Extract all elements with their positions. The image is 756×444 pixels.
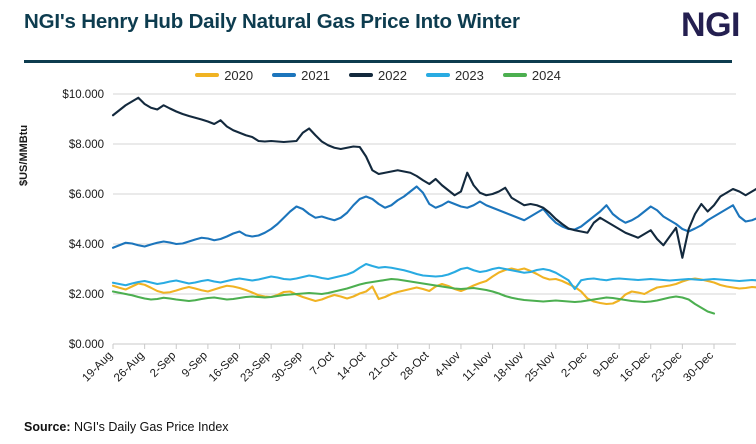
source-value: NGI's Daily Gas Price Index xyxy=(70,420,229,434)
legend-swatch-icon xyxy=(272,73,297,77)
x-tick-label: 30-Dec xyxy=(681,349,716,384)
x-tick-label: 2-Dec xyxy=(559,349,589,379)
x-tick-label: 4-Nov xyxy=(433,349,463,379)
y-tick-label: $10.000 xyxy=(62,89,104,101)
legend-item-2022[interactable]: 2022 xyxy=(349,68,407,83)
y-tick-label: $4.000 xyxy=(69,239,104,251)
x-tick-label: 30-Sep xyxy=(270,350,305,385)
x-tick-label: 2-Sep xyxy=(148,350,178,380)
x-tick-label: 25-Nov xyxy=(523,349,558,384)
legend-item-2024[interactable]: 2024 xyxy=(502,67,561,83)
legend-swatch-icon xyxy=(195,73,220,77)
x-tick-label: 23-Sep xyxy=(239,350,274,385)
source-note: Source: NGI's Daily Gas Price Index xyxy=(24,420,229,434)
series-line-2020 xyxy=(111,267,756,306)
x-tick-label: 16-Sep xyxy=(207,350,242,385)
page-header: NGI's Henry Hub Daily Natural Gas Price … xyxy=(0,0,756,63)
legend-swatch-icon xyxy=(502,73,527,77)
x-tick-label: 11-Nov xyxy=(461,349,495,383)
chart-legend: 2020 2021 2022 2023 2024 xyxy=(0,64,756,86)
y-tick-label: $0.000 xyxy=(69,339,104,351)
series-line-2024 xyxy=(111,277,716,315)
legend-label: 2024 xyxy=(531,67,561,83)
x-tick-label: 19-Aug xyxy=(80,350,115,385)
legend-item-2021[interactable]: 2021 xyxy=(272,68,330,83)
header-divider xyxy=(24,60,732,63)
legend-item-2020[interactable]: 2020 xyxy=(195,68,253,83)
x-tick-label: 7-Oct xyxy=(308,349,337,378)
page-title: NGI's Henry Hub Daily Natural Gas Price … xyxy=(24,10,520,33)
source-label: Source: xyxy=(24,420,71,434)
x-tick-label: 18-Nov xyxy=(492,349,527,384)
ngi-logo: NGI xyxy=(681,6,740,44)
x-tick-label: 21-Oct xyxy=(367,349,400,382)
legend-label: 2023 xyxy=(454,67,484,83)
y-tick-label: $6.000 xyxy=(69,189,104,201)
series-line-2023 xyxy=(111,262,756,291)
series-line-2021 xyxy=(111,185,756,249)
x-tick-label: 23-Dec xyxy=(650,349,685,384)
x-tick-label: 16-Dec xyxy=(618,349,653,384)
legend-label: 2021 xyxy=(301,67,331,83)
x-tick-label: 9-Dec xyxy=(591,349,621,379)
legend-swatch-icon xyxy=(349,73,374,77)
x-tick-label: 14-Oct xyxy=(335,349,368,382)
x-tick-label: 26-Aug xyxy=(112,350,147,385)
legend-label: 2020 xyxy=(224,67,254,83)
legend-swatch-icon xyxy=(425,73,450,77)
legend-label: 2022 xyxy=(378,67,407,83)
x-tick-label: 28-Oct xyxy=(399,349,432,382)
y-tick-label: $8.000 xyxy=(69,139,104,151)
y-axis-title: $US/MMBtu xyxy=(18,124,30,186)
series-line-2022 xyxy=(111,96,756,259)
y-tick-label: $2.000 xyxy=(69,289,104,301)
legend-item-2023[interactable]: 2023 xyxy=(425,67,484,83)
x-tick-label: 9-Sep xyxy=(180,350,210,380)
